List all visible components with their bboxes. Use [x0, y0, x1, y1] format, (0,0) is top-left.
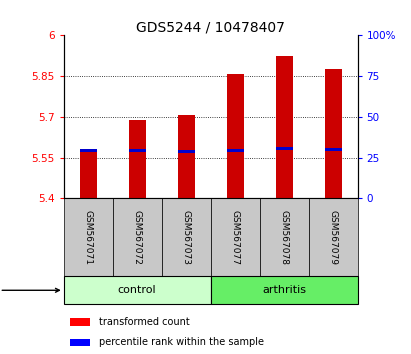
Bar	[129, 149, 146, 152]
Text: disease state: disease state	[0, 285, 59, 295]
Bar	[69, 318, 90, 326]
Bar	[64, 276, 210, 304]
Bar	[64, 198, 113, 276]
Text: arthritis: arthritis	[262, 285, 306, 295]
Text: GSM567072: GSM567072	[133, 210, 142, 265]
Bar	[325, 69, 342, 198]
Bar	[226, 149, 244, 152]
Bar	[211, 276, 358, 304]
Text: transformed count: transformed count	[99, 317, 190, 327]
Text: GSM567071: GSM567071	[84, 210, 93, 265]
Bar	[69, 338, 90, 346]
Text: control: control	[118, 285, 157, 295]
Bar	[80, 150, 97, 198]
Bar	[129, 120, 146, 198]
Bar	[178, 115, 195, 198]
Bar	[226, 74, 244, 198]
Bar	[162, 198, 211, 276]
Bar	[211, 198, 260, 276]
Bar	[113, 198, 162, 276]
Bar	[275, 56, 293, 198]
Bar	[178, 150, 195, 153]
Bar	[260, 198, 309, 276]
Text: GSM567079: GSM567079	[328, 210, 337, 265]
Text: GSM567073: GSM567073	[182, 210, 191, 265]
Bar	[80, 149, 97, 152]
Text: percentile rank within the sample: percentile rank within the sample	[99, 337, 264, 347]
Bar	[309, 198, 358, 276]
Bar	[275, 148, 293, 150]
Title: GDS5244 / 10478407: GDS5244 / 10478407	[136, 20, 285, 34]
Text: GSM567077: GSM567077	[231, 210, 240, 265]
Text: GSM567078: GSM567078	[279, 210, 289, 265]
Bar	[325, 148, 342, 151]
